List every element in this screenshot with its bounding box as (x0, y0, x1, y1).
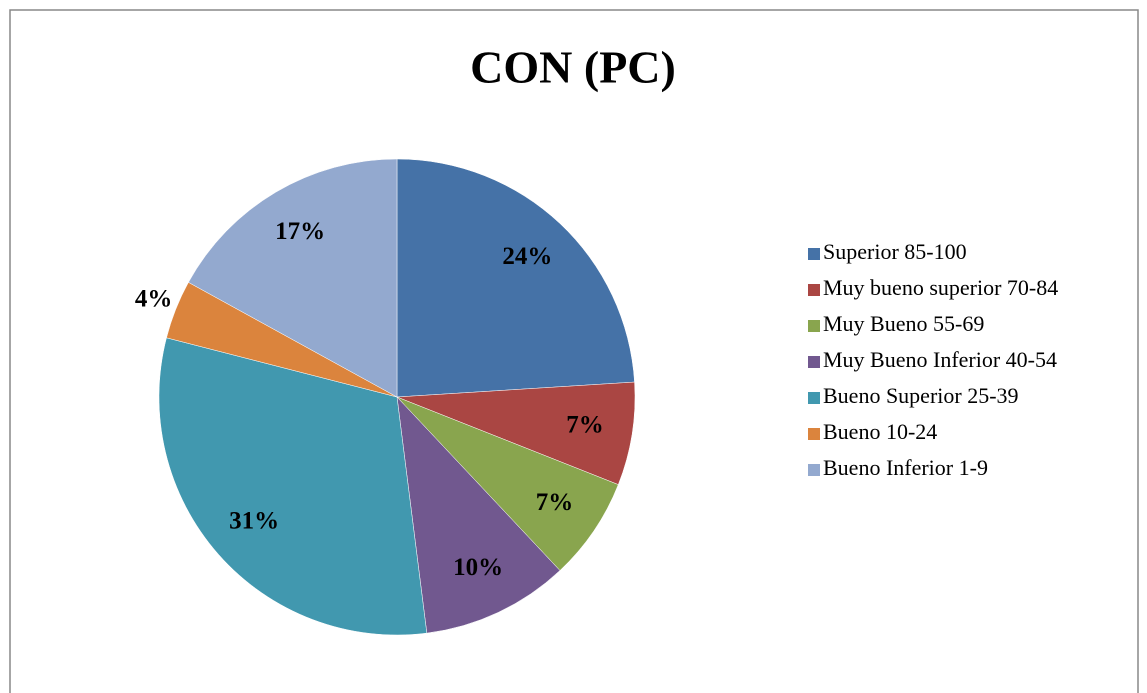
legend-label: Muy Bueno Inferior 40-54 (823, 347, 1057, 372)
legend-swatch (808, 392, 820, 404)
data-label: 31% (229, 508, 279, 535)
legend-swatch (808, 248, 820, 260)
data-label: 4% (135, 285, 173, 312)
legend-swatch (808, 356, 820, 368)
data-label: 17% (275, 218, 325, 245)
legend-label: Muy bueno superior 70-84 (823, 275, 1058, 300)
legend-label: Superior 85-100 (823, 239, 967, 264)
pie-slice (396, 396, 561, 634)
legend-label: Bueno Superior 25-39 (823, 383, 1019, 408)
legend-swatch (808, 320, 820, 332)
chart-border (9, 9, 1139, 693)
pie-slice (396, 381, 636, 485)
data-label: 7% (566, 412, 604, 439)
data-label: 7% (536, 489, 574, 516)
legend-label: Muy Bueno 55-69 (823, 311, 984, 336)
legend-swatch (808, 284, 820, 296)
data-label: 10% (453, 554, 503, 581)
pie-slice (396, 396, 619, 571)
chart-title: CON (PC) (470, 42, 676, 93)
data-label: 24% (502, 243, 552, 270)
legend-swatch (808, 428, 820, 440)
pie-slice (158, 337, 428, 636)
legend-label: Bueno 10-24 (823, 419, 937, 444)
legend-label: Bueno Inferior 1-9 (823, 455, 988, 480)
pie-slice (396, 158, 635, 398)
legend-swatch (808, 464, 820, 476)
pie-slice (188, 158, 398, 398)
